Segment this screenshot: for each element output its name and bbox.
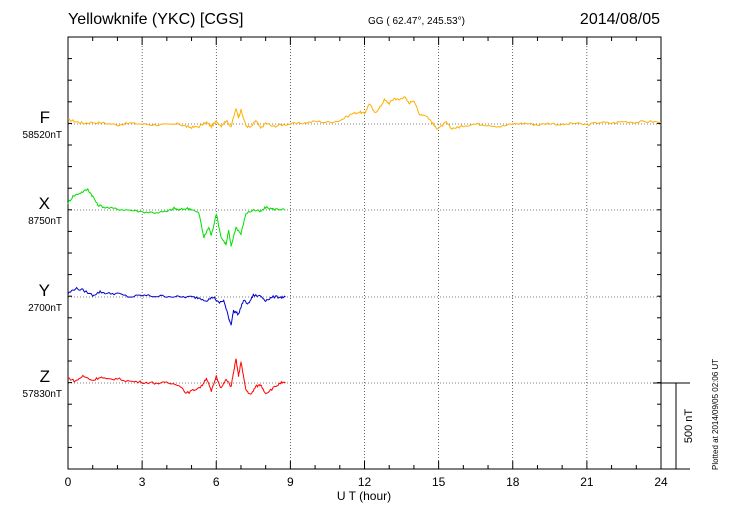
x-axis-label: U T (hour) bbox=[337, 489, 391, 503]
x-tick-label: 24 bbox=[654, 475, 668, 489]
x-tick-label: 18 bbox=[506, 475, 520, 489]
x-tick-label: 15 bbox=[432, 475, 446, 489]
station-title: Yellowknife (YKC) [CGS] bbox=[68, 11, 244, 28]
series-line-f bbox=[67, 96, 662, 131]
x-tick-label: 6 bbox=[213, 475, 220, 489]
series-label-x: X bbox=[38, 194, 50, 213]
x-tick-label: 12 bbox=[358, 475, 372, 489]
baseline-label-y: 2700nT bbox=[28, 303, 62, 314]
series-label-y: Y bbox=[38, 281, 50, 300]
baseline-label-x: 8750nT bbox=[28, 216, 62, 227]
baseline-label-z: 57830nT bbox=[22, 389, 62, 400]
series-line-y bbox=[67, 286, 286, 326]
x-tick-label: 3 bbox=[139, 475, 146, 489]
x-tick-label: 21 bbox=[580, 475, 594, 489]
x-tick-label: 0 bbox=[65, 475, 72, 489]
scale-bar-label: 500 nT bbox=[683, 409, 695, 444]
baseline-label-f: 58520nT bbox=[22, 130, 62, 141]
series-label-z: Z bbox=[39, 367, 50, 386]
series-line-x bbox=[67, 187, 286, 247]
x-tick-label: 9 bbox=[287, 475, 294, 489]
station-coordinates: GG ( 62.47°, 245.53°) bbox=[368, 16, 465, 27]
series-line-z bbox=[67, 358, 286, 395]
plotted-timestamp: Plotted at 2014/09/05 02:06 UT bbox=[711, 358, 720, 470]
plot-date: 2014/08/05 bbox=[579, 11, 660, 28]
series-label-f: F bbox=[39, 108, 50, 127]
